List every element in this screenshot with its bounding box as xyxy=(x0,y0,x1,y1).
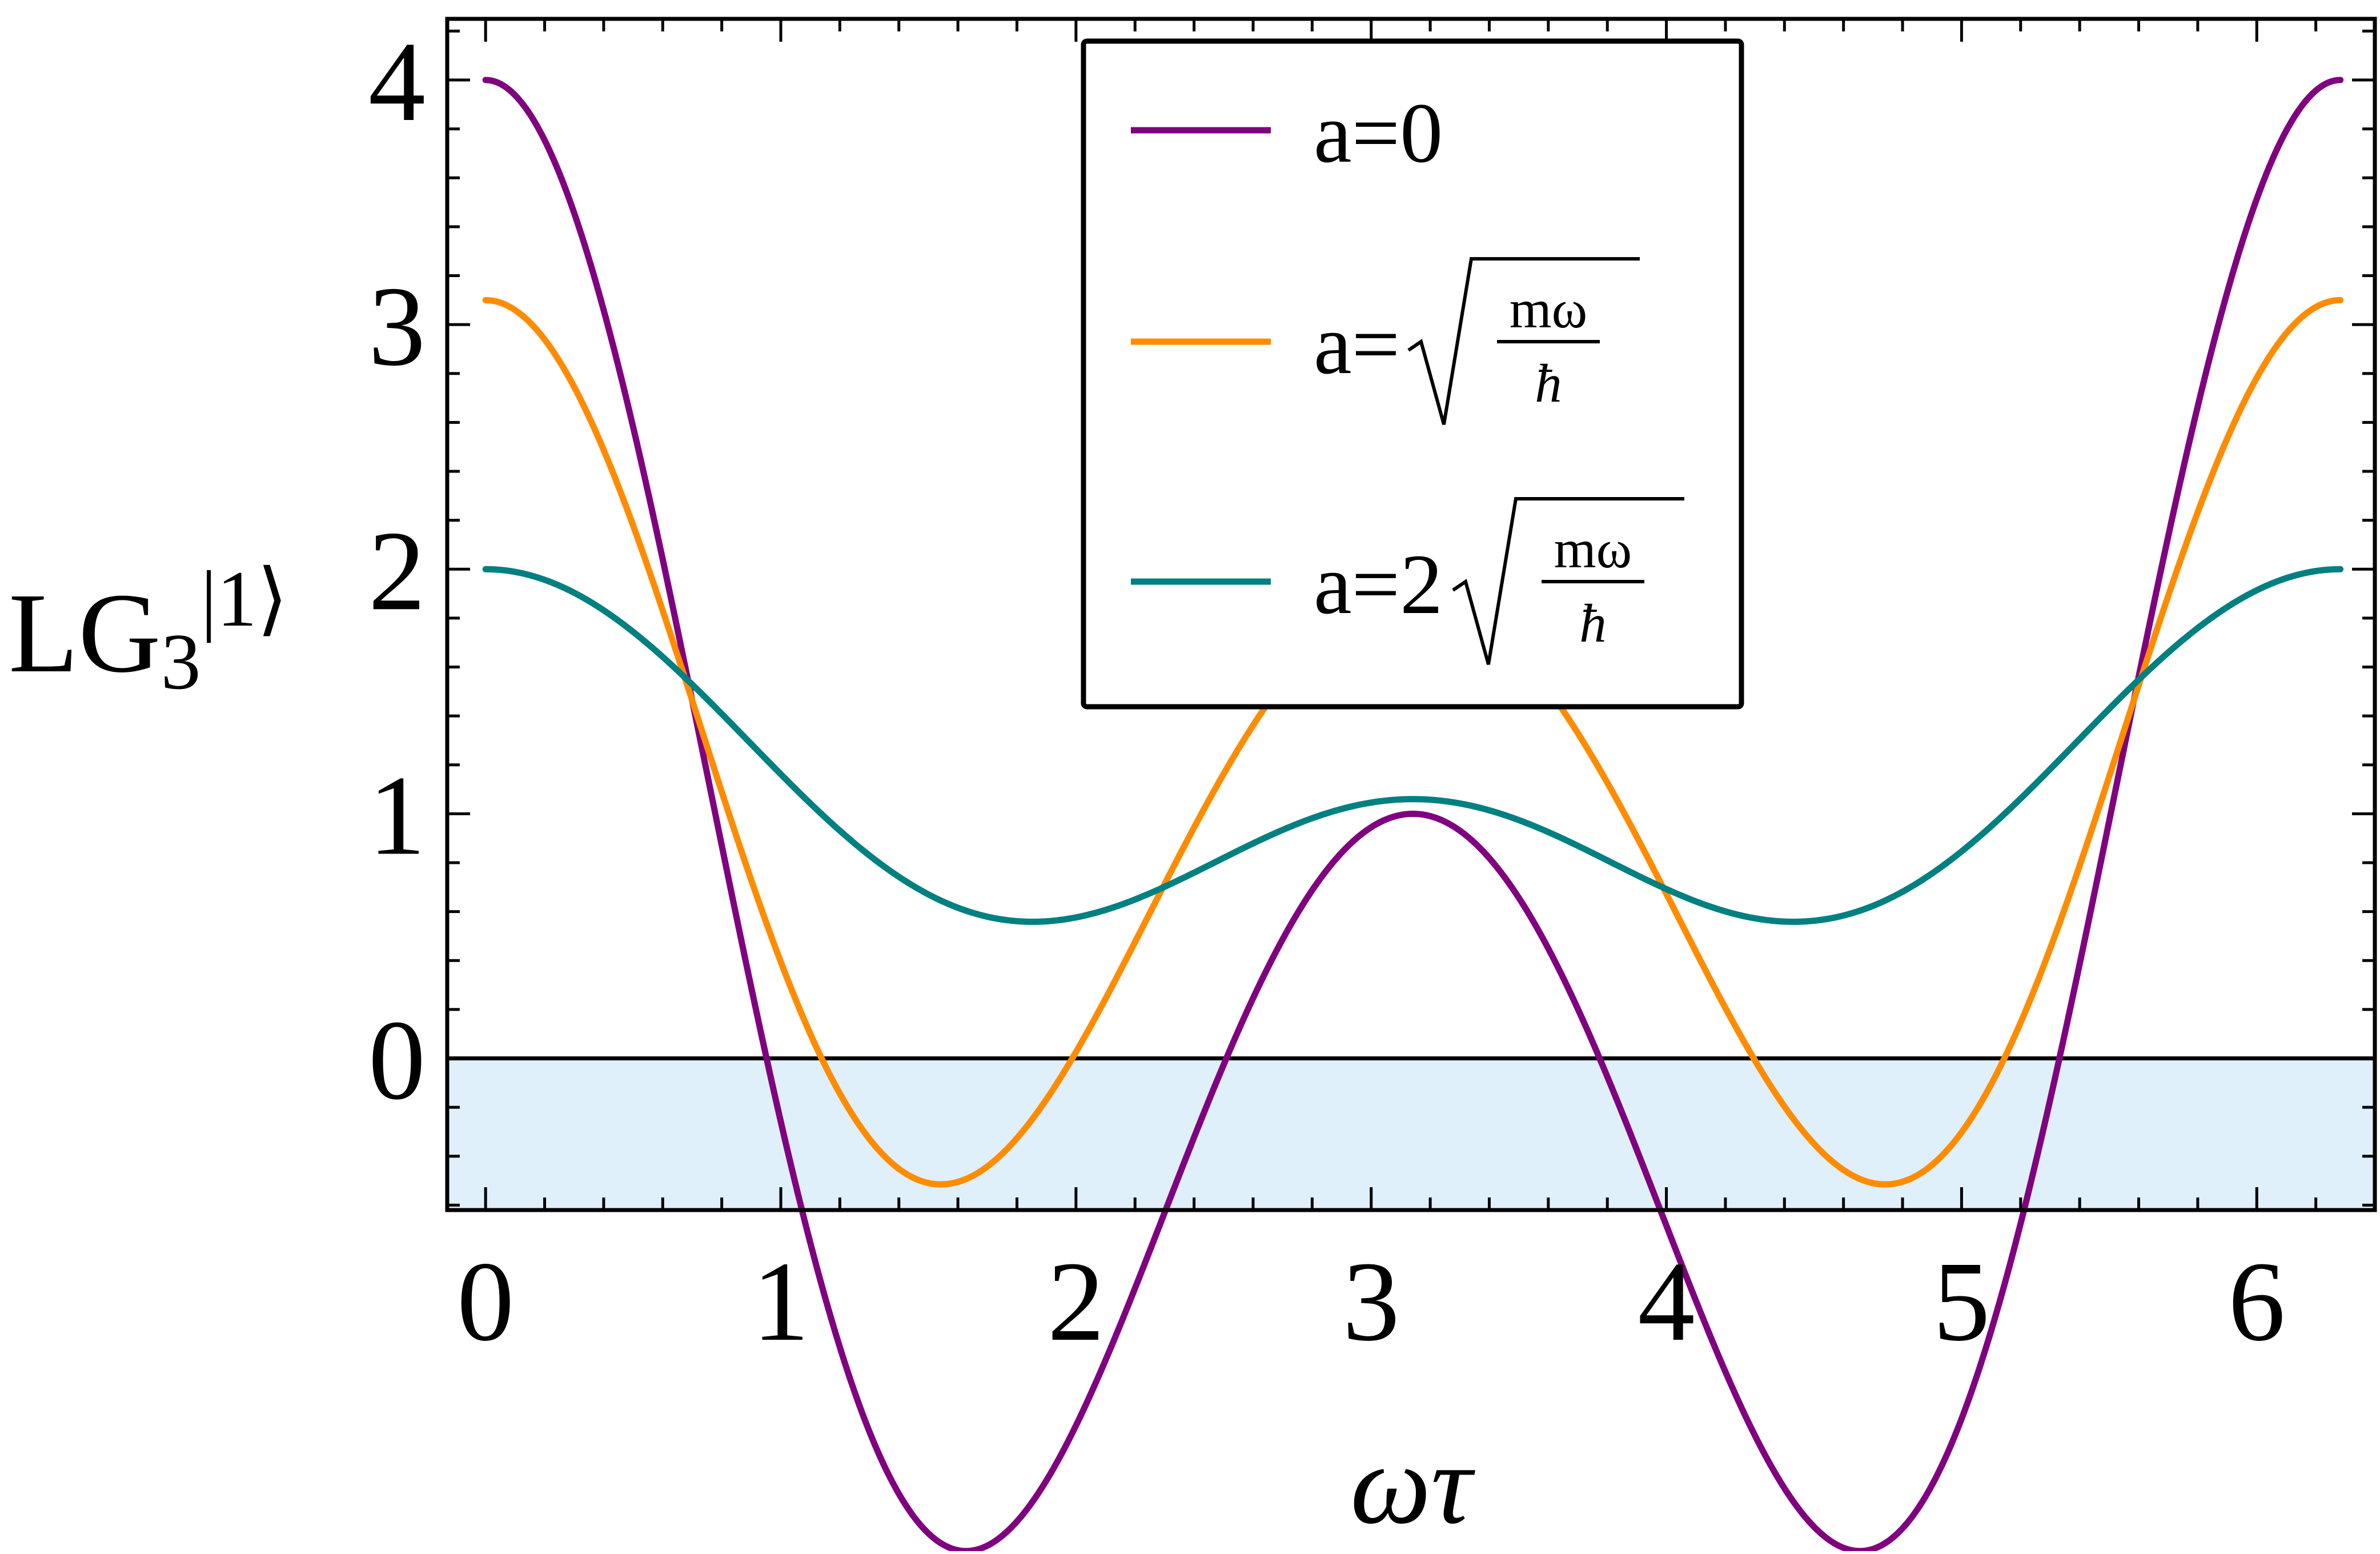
y-tick-label: 3 xyxy=(368,263,426,390)
x-tick-label: 4 xyxy=(1638,1239,1695,1365)
negative-region-shade xyxy=(447,1058,2375,1210)
legend-label-2: a=2 xyxy=(1314,537,1443,632)
x-tick-label: 2 xyxy=(1047,1239,1105,1365)
legend-box xyxy=(1081,38,1744,710)
y-tick-label: 0 xyxy=(368,998,426,1124)
y-tick-label: 4 xyxy=(368,19,426,145)
legend-radical-2 xyxy=(1452,497,1684,665)
x-tick-label: 5 xyxy=(1933,1239,1990,1365)
x-axis-label: ωτ xyxy=(1350,1421,1475,1548)
legend-label-0: a=0 xyxy=(1314,86,1443,181)
legend-label-1: a= xyxy=(1314,297,1400,392)
legend-frac-num-1: mω xyxy=(1510,279,1587,339)
x-tick-label: 0 xyxy=(457,1239,514,1365)
y-tick-label: 2 xyxy=(368,508,426,634)
x-tick-label: 3 xyxy=(1343,1239,1400,1365)
y-axis-label: LG3|1⟩ xyxy=(9,555,288,706)
x-tick-label: 1 xyxy=(752,1239,809,1365)
plot-frame xyxy=(445,17,2377,1212)
legend-frac-den-2: ħ xyxy=(1579,593,1607,654)
series-line-0 xyxy=(482,77,2344,1554)
legend-radical-1 xyxy=(1407,257,1640,425)
x-tick-label: 6 xyxy=(2228,1239,2285,1365)
y-tick-label: 1 xyxy=(368,752,426,879)
series-line-2 xyxy=(482,566,2344,925)
legend-frac-num-2: mω xyxy=(1554,519,1632,579)
legend-frac-den-1: ħ xyxy=(1535,353,1562,414)
